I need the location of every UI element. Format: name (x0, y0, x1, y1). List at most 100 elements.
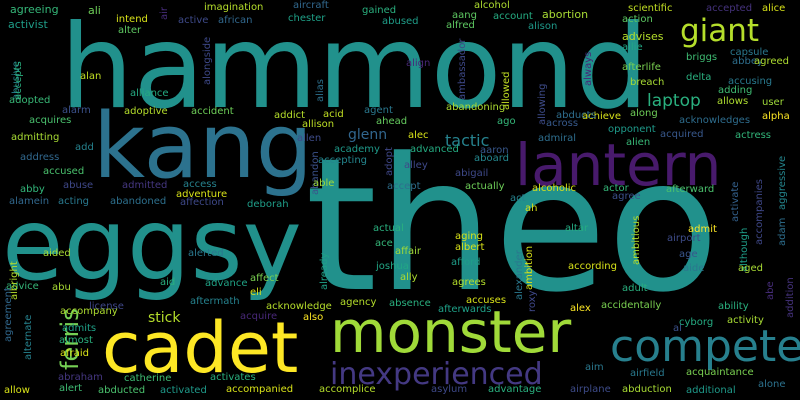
word-aided: aided (43, 248, 71, 259)
word-alliance: alliance (130, 88, 169, 99)
word-chester: chester (288, 13, 326, 24)
word-abu: abu (52, 282, 71, 293)
word-acid: acid (323, 109, 344, 120)
word-alarm: alarm (62, 105, 91, 116)
word-aging: aging (455, 231, 483, 242)
word-activated: activated (160, 385, 207, 396)
word-able: able (313, 178, 335, 189)
word-abandoned: abandoned (110, 196, 167, 207)
word-african: african (218, 15, 253, 26)
word-addict: addict (274, 110, 306, 121)
word-ability: ability (718, 301, 749, 312)
word-giant: giant (680, 13, 760, 49)
word-kang: kang (93, 94, 313, 199)
word-achieve: achieve (582, 111, 621, 122)
word-allie: allie (622, 42, 643, 53)
word-alerted: alerted (188, 248, 224, 259)
word-accidentally: accidentally (601, 300, 662, 311)
word-altar: altar (565, 223, 589, 234)
word-afford: afford (451, 257, 481, 268)
word-absence: absence (389, 298, 431, 309)
word-alan: alan (80, 71, 102, 82)
word-alamein: alamein (9, 196, 50, 207)
word-affection: affection (180, 197, 224, 208)
word-alpha: alpha (762, 111, 790, 122)
word-albert: albert (455, 242, 485, 253)
word-ambition: ambition (524, 245, 535, 290)
word-ahead: ahead (376, 116, 408, 127)
word-afterlife: afterlife (622, 62, 661, 73)
word-aim: aim (585, 362, 604, 373)
word-ali: ali (88, 4, 101, 17)
word-adoptive: adoptive (124, 106, 168, 117)
word-adventure: adventure (176, 189, 228, 200)
word-ambitious: ambitious (631, 215, 642, 265)
word-afterward: afterward (666, 184, 715, 195)
word-cadet: cadet (102, 307, 299, 389)
word-aid: aid (160, 277, 176, 288)
word-imagination: imagination (204, 2, 264, 13)
word-actor: actor (603, 183, 629, 194)
word-allows: allows (717, 96, 749, 107)
word-scientific: scientific (628, 3, 673, 14)
word-agree: agree (612, 191, 641, 202)
word-adopt: adopt (384, 147, 395, 176)
word-admits: admits (62, 323, 97, 334)
word-laptop: laptop (647, 91, 701, 111)
word-already: already (319, 252, 330, 290)
word-abducts: abducts (556, 110, 596, 121)
word-breach: breach (630, 77, 665, 88)
word-eli: eli (250, 287, 262, 298)
word-joshua: joshua (376, 261, 409, 272)
word-accusing: accusing (728, 76, 773, 87)
word-lantern: lantern (515, 131, 722, 199)
word-adam: adam (777, 217, 788, 246)
word-aaron: aaron (480, 145, 509, 156)
word-admitting: admitting (11, 132, 60, 143)
word-admiral: admiral (538, 133, 577, 144)
word-alfred: alfred (446, 20, 475, 31)
word-activist: activist (8, 18, 48, 31)
word-accused: accused (43, 166, 85, 177)
word-affair: affair (395, 246, 422, 257)
word-agreement: agreement (3, 287, 14, 342)
word-accepted: accepted (706, 3, 753, 14)
word-abused: abused (382, 16, 419, 27)
word-accomplice: accomplice (319, 384, 376, 395)
word-abortion: abortion (542, 8, 589, 21)
word-asylum: asylum (431, 384, 468, 395)
word-hammond: hammond (60, 0, 649, 135)
word-accompanied: accompanied (226, 384, 294, 395)
word-abandoning: abandoning (446, 102, 506, 113)
word-alternate: alternate (23, 314, 34, 360)
word-alert: alert (59, 383, 83, 394)
word-airport: airport (667, 233, 701, 244)
word-abducted: abducted (98, 385, 146, 396)
word-alice: alice (762, 3, 786, 14)
word-glenn: glenn (348, 127, 388, 143)
word-alec: alec (408, 130, 429, 141)
word-al: al (673, 323, 682, 334)
word-afraid: afraid (60, 348, 90, 359)
word-acknowledges: acknowledges (679, 115, 751, 126)
word-actress: actress (735, 130, 772, 141)
word-advises: advises (622, 30, 664, 43)
word-addition: addition (785, 277, 796, 318)
word-accepting: accepting (318, 155, 368, 166)
word-airfield: airfield (630, 368, 665, 379)
word-alcohol: alcohol (474, 0, 510, 11)
word-agency: agency (340, 297, 377, 308)
word-delta: delta (686, 72, 712, 83)
word-aide: aide (683, 263, 705, 274)
word-activate: activate (730, 181, 741, 222)
word-opponent: opponent (608, 124, 656, 135)
word-theo: theo (305, 119, 720, 333)
word-adult: adult (622, 283, 648, 294)
word-abraham: abraham (58, 372, 103, 383)
word-acquired: acquired (660, 129, 704, 140)
word-aftermath: aftermath (190, 296, 240, 307)
word-air: air (159, 6, 170, 20)
word-allow: allow (4, 385, 30, 396)
word-accompanies: accompanies (754, 179, 765, 245)
